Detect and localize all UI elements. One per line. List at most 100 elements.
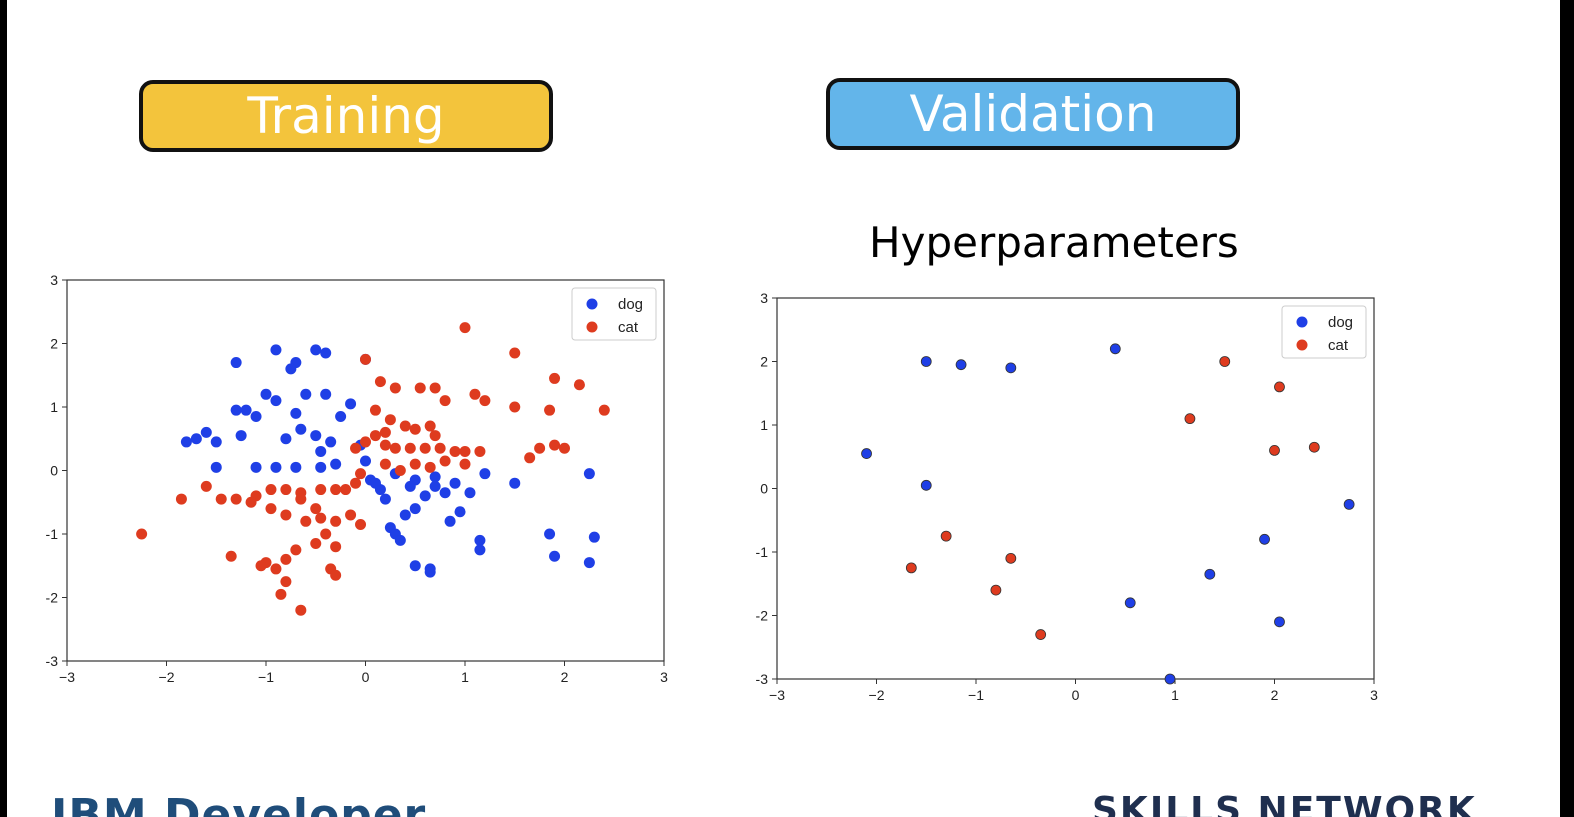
y-tick-label: -1 bbox=[756, 544, 769, 560]
dog-point bbox=[250, 461, 262, 473]
dog-point bbox=[1164, 673, 1176, 685]
cat-point bbox=[280, 484, 292, 496]
cat-point bbox=[404, 442, 416, 454]
dog-point bbox=[290, 407, 302, 419]
dog-point bbox=[464, 487, 476, 499]
x-tick-label: 3 bbox=[660, 669, 668, 685]
footer-brand-left: IBM Developer bbox=[51, 790, 427, 817]
x-tick-label: 0 bbox=[1072, 687, 1080, 703]
cat-point bbox=[330, 541, 342, 553]
dog-point bbox=[429, 471, 441, 483]
cat-point bbox=[549, 439, 561, 451]
cat-point bbox=[1005, 552, 1017, 564]
dog-point bbox=[439, 487, 451, 499]
cat-point bbox=[389, 382, 401, 394]
cat-point bbox=[225, 550, 237, 562]
dog-point bbox=[315, 461, 327, 473]
dog-point bbox=[419, 490, 431, 502]
dog-point bbox=[270, 344, 282, 356]
cat-point bbox=[384, 414, 396, 426]
cat-point bbox=[573, 379, 585, 391]
dog-point bbox=[320, 347, 332, 359]
dog-point bbox=[325, 436, 337, 448]
training-scatter-plot: −3 −2 −1 0 1 2 3 -3 -2 -1 0 1 2 3 dog cat bbox=[46, 272, 669, 685]
dog-point bbox=[320, 388, 332, 400]
dog-point bbox=[509, 477, 521, 489]
dog-point bbox=[379, 493, 391, 505]
cat-point bbox=[320, 528, 332, 540]
plot-frame bbox=[66, 279, 665, 662]
cat-point bbox=[424, 420, 436, 432]
cat-point bbox=[355, 518, 367, 530]
dog-point bbox=[200, 426, 212, 438]
cat-point bbox=[1308, 441, 1320, 453]
dog-point bbox=[1005, 362, 1017, 374]
cat-point bbox=[399, 420, 411, 432]
x-tick-label: 1 bbox=[461, 669, 469, 685]
cat-point bbox=[340, 484, 352, 496]
dog-point bbox=[474, 534, 486, 546]
legend-marker-dog bbox=[1296, 316, 1308, 328]
validation-label-box: Validation bbox=[826, 78, 1240, 150]
cat-point bbox=[1269, 444, 1280, 456]
dog-point bbox=[210, 461, 222, 473]
cat-point bbox=[265, 484, 277, 496]
cat-point bbox=[255, 560, 267, 572]
dog-point bbox=[190, 433, 202, 445]
footer-brand-right: SKILLS NETWORK bbox=[1092, 790, 1477, 817]
plot-frame bbox=[776, 297, 1375, 680]
legend-marker-cat bbox=[586, 321, 598, 333]
cat-point bbox=[330, 484, 342, 496]
cat-point bbox=[245, 496, 257, 508]
x-tick-label: −1 bbox=[258, 669, 274, 685]
dog-point bbox=[270, 395, 282, 407]
dog-point bbox=[1109, 343, 1121, 355]
dog-point bbox=[295, 423, 307, 435]
cat-point bbox=[474, 445, 486, 457]
cat-point bbox=[559, 442, 570, 454]
slide: Training Validation Hyperparameters −3 −2… bbox=[7, 0, 1560, 817]
cat-point bbox=[409, 458, 421, 470]
dog-point bbox=[369, 477, 381, 489]
cat-point bbox=[439, 455, 451, 467]
cat-point bbox=[310, 503, 322, 515]
cat-point bbox=[1035, 629, 1047, 640]
dog-point bbox=[240, 404, 252, 416]
dog-point bbox=[583, 557, 595, 569]
cat-point bbox=[295, 604, 307, 616]
cat-point bbox=[270, 563, 282, 575]
cat-point bbox=[424, 461, 436, 473]
dog-point bbox=[300, 388, 312, 400]
dog-point bbox=[1259, 533, 1270, 545]
dog-point bbox=[588, 531, 600, 543]
x-tick-label: −2 bbox=[869, 687, 885, 703]
cat-point bbox=[295, 493, 307, 505]
cat-point bbox=[200, 480, 212, 492]
cat-point bbox=[330, 569, 342, 581]
x-tick-label: 1 bbox=[1171, 687, 1179, 703]
x-tick-label: −3 bbox=[59, 669, 75, 685]
cat-point bbox=[379, 458, 391, 470]
cat-point bbox=[1274, 381, 1285, 393]
y-tick-label: 2 bbox=[760, 354, 768, 370]
dog-point bbox=[180, 436, 192, 448]
cat-point bbox=[379, 426, 391, 438]
cat-point bbox=[330, 515, 342, 527]
cat-point bbox=[524, 452, 536, 464]
legend-label-cat: cat bbox=[618, 319, 639, 336]
cat-point bbox=[215, 493, 227, 505]
dog-point bbox=[285, 363, 297, 375]
cat-point bbox=[310, 538, 322, 550]
cat-point bbox=[534, 442, 546, 454]
cat-point bbox=[394, 465, 406, 476]
cat-point bbox=[544, 404, 556, 416]
cat-point bbox=[300, 515, 312, 527]
cat-point bbox=[290, 544, 302, 556]
cat-point bbox=[459, 445, 471, 457]
cat-point bbox=[369, 404, 381, 416]
validation-scatter-plot: −3 −2 −1 0 1 2 3 -3 -2 -1 0 1 2 3 dog cat bbox=[756, 290, 1379, 703]
dog-point bbox=[1274, 616, 1285, 628]
dog-point bbox=[345, 398, 357, 410]
y-tick-label: -3 bbox=[46, 653, 59, 669]
x-tick-label: 0 bbox=[362, 669, 370, 685]
